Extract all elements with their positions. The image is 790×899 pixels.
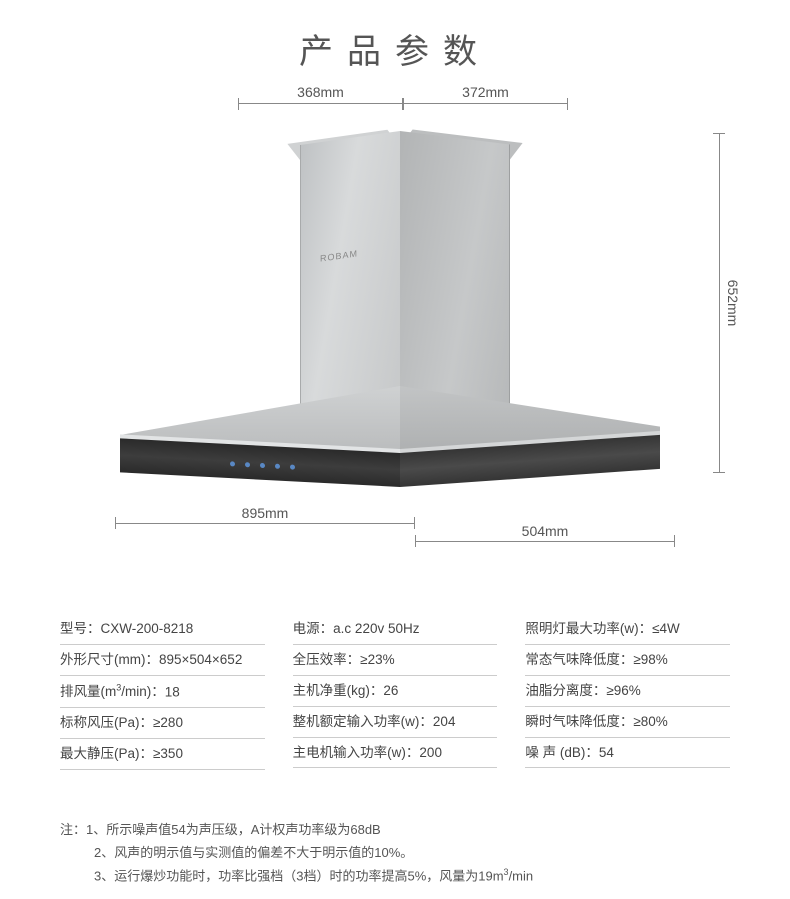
spec-column: 电源：a.c 220v 50Hz全压效率：≥23%主机净重(kg)：26整机额定… xyxy=(293,614,498,770)
page-title: 产品参数 xyxy=(0,24,790,73)
dim-bottom-front: 895mm xyxy=(115,505,415,524)
dim-top-right: 372mm xyxy=(403,103,568,131)
product-illustration: ROBAM xyxy=(120,131,660,511)
dim-label: 652mm xyxy=(725,280,741,327)
spec-row: 主机净重(kg)：26 xyxy=(293,676,498,707)
chimney-face xyxy=(300,131,400,405)
footnote-line: 3、运行爆炒功能时，功率比强档（3档）时的功率提高5%，风量为19m3/min xyxy=(60,865,533,888)
dim-label: 895mm xyxy=(115,505,415,523)
spec-row: 型号：CXW-200-8218 xyxy=(60,614,265,645)
spec-column: 型号：CXW-200-8218外形尺寸(mm)：895×504×652排风量(m… xyxy=(60,614,265,770)
spec-column: 照明灯最大功率(w)：≤4W常态气味降低度：≥98%油脂分离度：≥96%瞬时气味… xyxy=(525,614,730,770)
product-diagram: 368mm 372mm 652mm ROBAM 895mm 504mm xyxy=(0,93,790,573)
spec-row: 标称风压(Pa)：≥280 xyxy=(60,708,265,739)
footnotes: 注：1、所示噪声值54为声压级，A计权声功率级为68dB2、风声的明示值与实测值… xyxy=(60,819,533,888)
dimension-top: 368mm 372mm xyxy=(238,103,568,131)
footnote-line: 2、风声的明示值与实测值的偏差不大于明示值的10%。 xyxy=(60,842,533,865)
spec-row: 整机额定输入功率(w)：204 xyxy=(293,707,498,738)
dim-top-left: 368mm xyxy=(238,103,403,131)
dim-label: 504mm xyxy=(415,523,675,541)
spec-row: 最大静压(Pa)：≥350 xyxy=(60,739,265,770)
dimension-right: 652mm xyxy=(692,133,720,473)
spec-table: 型号：CXW-200-8218外形尺寸(mm)：895×504×652排风量(m… xyxy=(60,614,730,770)
spec-row: 主电机输入功率(w)：200 xyxy=(293,738,498,769)
spec-row: 排风量(m3/min)：18 xyxy=(60,676,265,708)
spec-row: 噪 声 (dB)：54 xyxy=(525,738,730,769)
spec-row: 油脂分离度：≥96% xyxy=(525,676,730,707)
spec-row: 常态气味降低度：≥98% xyxy=(525,645,730,676)
footnote-line: 注：1、所示噪声值54为声压级，A计权声功率级为68dB xyxy=(60,819,533,842)
chimney-face xyxy=(400,131,510,405)
dimension-bottom: 895mm 504mm xyxy=(115,505,675,545)
dim-label: 368mm xyxy=(297,84,344,100)
dim-bottom-side: 504mm xyxy=(415,523,675,542)
spec-row: 照明灯最大功率(w)：≤4W xyxy=(525,614,730,645)
spec-row: 瞬时气味降低度：≥80% xyxy=(525,707,730,738)
dim-label: 372mm xyxy=(462,84,509,100)
spec-row: 全压效率：≥23% xyxy=(293,645,498,676)
spec-row: 外形尺寸(mm)：895×504×652 xyxy=(60,645,265,676)
spec-row: 电源：a.c 220v 50Hz xyxy=(293,614,498,645)
